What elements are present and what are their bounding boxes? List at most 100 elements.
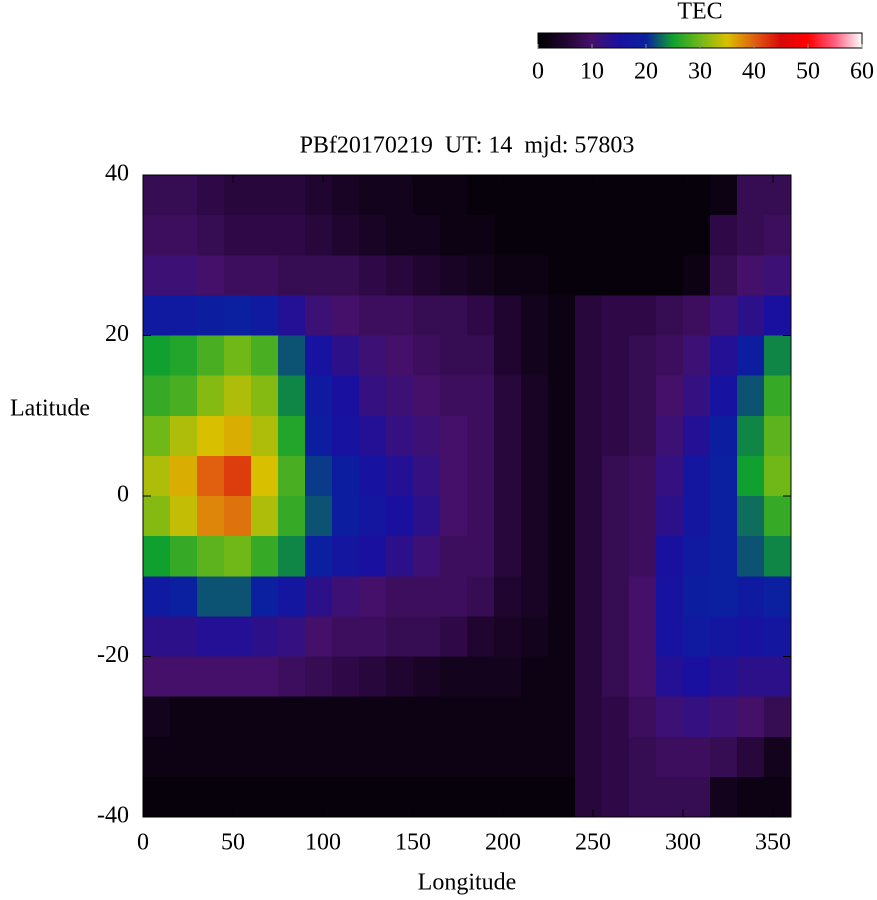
heat-cell [575, 335, 603, 377]
heat-cell [332, 576, 360, 617]
heat-cell [251, 776, 279, 818]
heat-cell [575, 175, 603, 216]
heat-cell [197, 295, 225, 336]
heat-cell [494, 175, 522, 216]
heat-cell [764, 415, 792, 457]
heat-cell [710, 576, 738, 617]
heat-cell [440, 736, 468, 778]
heat-cell [656, 656, 684, 698]
heat-cell [764, 736, 792, 778]
heat-cell [224, 656, 252, 698]
heat-cell [170, 536, 198, 577]
heat-cell [197, 175, 225, 216]
heat-cell [170, 175, 198, 216]
heat-cell [386, 616, 414, 657]
heat-cell [359, 295, 387, 336]
heat-cell [278, 375, 306, 417]
heat-cell [602, 496, 630, 537]
heat-cell [197, 656, 225, 698]
heat-cell [737, 536, 765, 577]
heat-cell [737, 375, 765, 417]
heat-cell [737, 616, 765, 657]
heat-cell [359, 415, 387, 457]
heat-cell [467, 776, 495, 818]
heat-cell [521, 255, 549, 296]
heat-cell [521, 536, 549, 577]
heat-cell [548, 696, 576, 738]
heat-cell [710, 335, 738, 377]
heat-cell [359, 335, 387, 377]
heat-cell [710, 536, 738, 577]
heat-cell [521, 576, 549, 617]
heat-cell [467, 536, 495, 577]
heat-cell [332, 696, 360, 738]
heat-cell [764, 255, 792, 296]
heat-cell [494, 215, 522, 256]
heat-cell [332, 415, 360, 457]
heat-cell [656, 576, 684, 617]
heat-cell [521, 335, 549, 377]
heat-cell [656, 696, 684, 738]
heat-cell [575, 536, 603, 577]
heat-cell [737, 415, 765, 457]
heat-cell [413, 175, 441, 216]
colorbar-tick-label: 30 [688, 59, 712, 85]
heat-cell [737, 455, 765, 497]
heat-cell [494, 776, 522, 818]
heat-cell [710, 255, 738, 296]
heat-cell [629, 295, 657, 336]
heat-cell [656, 295, 684, 336]
heat-cell [764, 496, 792, 537]
heat-cell [683, 496, 711, 537]
heat-cell [170, 696, 198, 738]
heat-cell [413, 335, 441, 377]
heat-cell [764, 215, 792, 256]
heat-cell [224, 415, 252, 457]
heat-cell [224, 776, 252, 818]
heat-cell [305, 255, 333, 296]
heat-cell [548, 455, 576, 497]
heat-cell [494, 496, 522, 537]
heat-cell [764, 696, 792, 738]
heat-cell [494, 616, 522, 657]
x-tick-label: 100 [305, 830, 341, 856]
heat-cell [602, 696, 630, 738]
heat-cell [575, 215, 603, 256]
heat-cell [602, 255, 630, 296]
heat-cell [278, 295, 306, 336]
heat-cell [251, 215, 279, 256]
y-axis-label: Latitude [10, 396, 90, 422]
heat-cell [251, 375, 279, 417]
heat-cell [575, 455, 603, 497]
x-tick-label: 250 [575, 830, 611, 856]
heat-cell [602, 656, 630, 698]
heat-cell [278, 536, 306, 577]
heat-cell [413, 375, 441, 417]
heat-cell [602, 295, 630, 336]
heat-cell [386, 415, 414, 457]
heat-cell [386, 576, 414, 617]
heat-cell [224, 455, 252, 497]
heat-cell [764, 295, 792, 336]
heat-cell [224, 175, 252, 216]
heat-cell [278, 415, 306, 457]
heat-cell [521, 215, 549, 256]
heat-cell [764, 576, 792, 617]
heat-cell [251, 696, 279, 738]
heat-cell [683, 415, 711, 457]
heat-cell [548, 175, 576, 216]
heat-cell [494, 696, 522, 738]
heat-cell [143, 415, 171, 457]
heat-cell [710, 175, 738, 216]
heat-cell [629, 656, 657, 698]
heat-cell [629, 335, 657, 377]
heat-cell [278, 656, 306, 698]
heat-cell [710, 776, 738, 818]
heat-cell [710, 455, 738, 497]
colorbar-label: TEC [677, 0, 722, 25]
heat-cell [197, 576, 225, 617]
heat-cell [467, 496, 495, 537]
heat-cell [467, 696, 495, 738]
